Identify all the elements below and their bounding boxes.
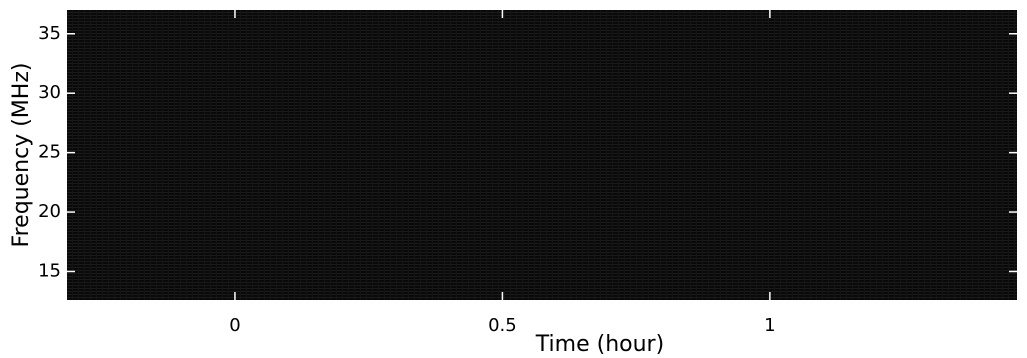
y-tick-label: 20: [38, 201, 61, 222]
x-tick-label: 0: [229, 315, 240, 336]
x-tick-label: 0.5: [488, 315, 517, 336]
y-tick-label: 35: [38, 23, 61, 44]
y-tick-label: 25: [38, 142, 61, 163]
y-axis-title: Frequency (MHz): [9, 63, 34, 248]
texture: [67, 10, 1017, 300]
x-tick-label: 1: [764, 315, 775, 336]
y-tick-label: 30: [38, 82, 61, 103]
x-axis-title: Time (hour): [535, 332, 664, 357]
y-tick-label: 15: [38, 260, 61, 281]
